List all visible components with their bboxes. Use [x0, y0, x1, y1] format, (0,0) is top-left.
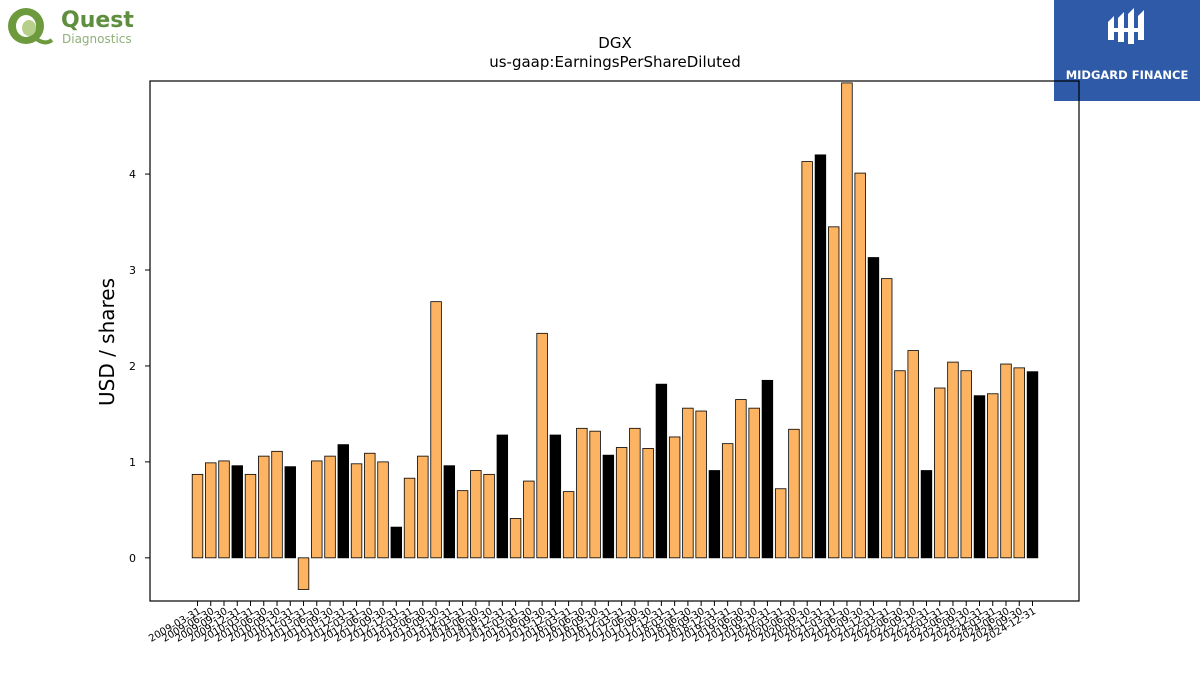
bar [191, 473, 204, 559]
bar [827, 226, 840, 559]
x-ticks-group: 2009-03-312009-06-302009-09-302009-12-31… [147, 601, 1038, 645]
bar [430, 301, 442, 559]
y-tick-label: 2 [129, 360, 136, 373]
midgard-finance-logo: MIDGARD FINANCE [1054, 0, 1200, 101]
bar [205, 462, 217, 559]
bar [1000, 363, 1012, 559]
y-tick-label: 4 [129, 168, 136, 181]
bar [271, 450, 283, 559]
bar [523, 480, 535, 559]
bars-group [191, 82, 1039, 590]
bar [509, 518, 522, 559]
bar [774, 488, 787, 559]
plot-frame [149, 80, 1080, 602]
bar [337, 444, 349, 559]
bar [867, 257, 880, 559]
bar [470, 470, 482, 559]
bar [761, 379, 774, 559]
bar [668, 436, 681, 559]
bar [708, 470, 721, 559]
bar [324, 455, 336, 559]
bar [390, 526, 403, 559]
midgard-logo-icon [1108, 8, 1144, 44]
bar [920, 470, 933, 559]
bar [364, 452, 376, 559]
bar [576, 427, 588, 559]
bar [377, 461, 389, 559]
bar [629, 427, 641, 559]
bar [841, 82, 853, 559]
bar [350, 463, 363, 559]
quest-q-logo-icon [8, 8, 54, 45]
quest-diagnostics-logo: Quest Diagnostics [4, 4, 164, 52]
bar [284, 466, 296, 559]
bar [788, 428, 800, 559]
bar [642, 448, 654, 559]
y-tick-label: 1 [129, 456, 136, 469]
bar [615, 447, 628, 559]
bar [602, 454, 615, 559]
quest-sub-text: Diagnostics [62, 32, 132, 46]
bar [881, 278, 893, 559]
y-tick-label: 0 [129, 552, 136, 565]
bar [907, 350, 919, 559]
bar [218, 460, 230, 559]
bar [987, 393, 999, 559]
bar [960, 370, 972, 559]
bar [1026, 371, 1039, 559]
bar [417, 455, 429, 559]
bar [894, 370, 906, 559]
bar [695, 410, 707, 559]
bar [311, 460, 323, 559]
bar [748, 407, 760, 559]
bar [496, 434, 509, 559]
bar [814, 154, 827, 559]
chart-subtitle: us-gaap:EarningsPerShareDiluted [489, 53, 741, 71]
bar [682, 407, 694, 559]
bar [854, 172, 866, 559]
quest-brand-text: Quest [61, 8, 134, 33]
bar [934, 387, 946, 559]
bar [403, 477, 416, 559]
bar [536, 332, 548, 559]
bar [231, 465, 243, 559]
bar [244, 473, 257, 559]
bar [1013, 367, 1025, 559]
y-ticks-group: 0 1 2 3 4 [129, 168, 150, 565]
bar [258, 455, 270, 559]
bar [297, 557, 310, 590]
bar [801, 161, 813, 559]
bar [443, 465, 456, 559]
y-tick-label: 3 [129, 264, 136, 277]
bar [735, 399, 747, 559]
chart-title: DGX [598, 34, 631, 52]
bar [655, 383, 668, 559]
bar [721, 443, 734, 559]
bar [973, 395, 986, 559]
bar [483, 473, 495, 559]
y-axis-label: USD / shares [95, 278, 119, 406]
bar [947, 361, 959, 559]
midgard-brand-text: MIDGARD FINANCE [1065, 68, 1189, 82]
bar [589, 430, 601, 559]
bar [456, 490, 469, 559]
bar [549, 434, 562, 559]
bar [562, 491, 575, 559]
